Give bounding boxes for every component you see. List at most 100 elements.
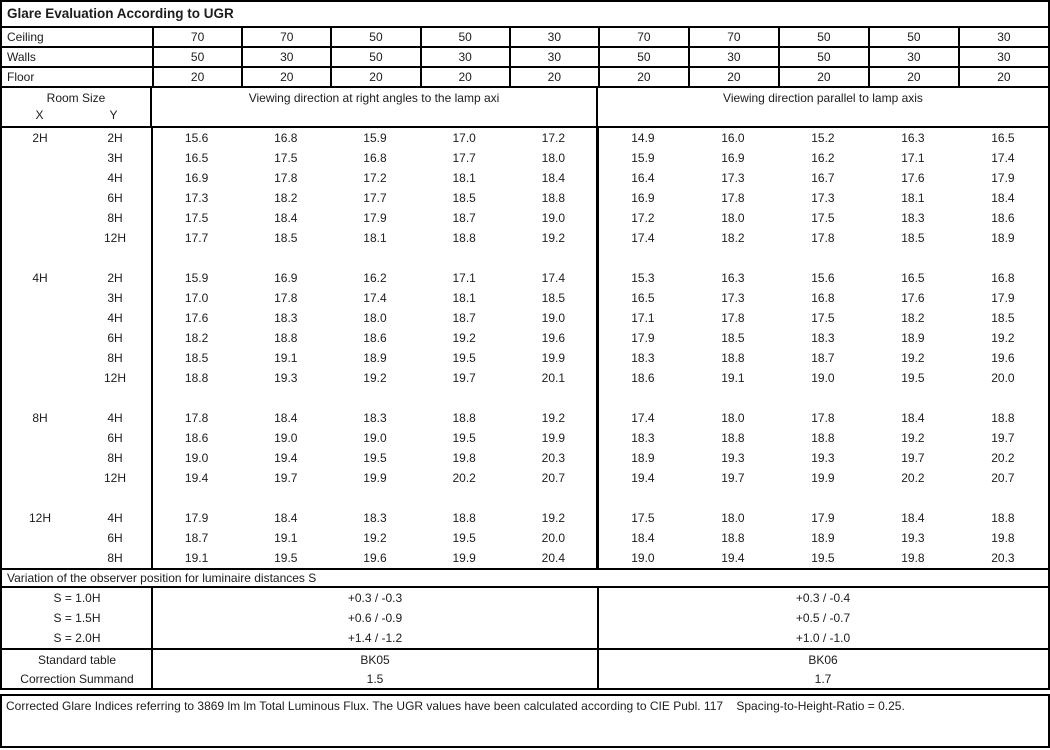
ugr-value-cell: 17.7 <box>363 191 387 205</box>
ugr-value-cell: 17.4 <box>631 231 655 245</box>
footer-text: Corrected Glare Indices referring to 386… <box>6 699 905 713</box>
table-row: 6H 18.2 18.8 18.6 19.2 19.6 17.9 18.5 18.3 18.9 19… <box>2 328 1048 348</box>
ugr-value-cell: 17.3 <box>184 191 209 205</box>
ugr-value-cell: 19.2 <box>363 531 387 545</box>
x-value-cell <box>2 148 78 168</box>
summary-row-label: Correction Summand <box>20 671 134 686</box>
surface-value-cell: 20 <box>597 68 688 86</box>
y-value-cell: 6H <box>107 191 123 205</box>
ugr-value-cell: 18.0 <box>721 511 745 525</box>
ugr-value-cell: 18.7 <box>452 211 476 225</box>
ugr-value-cell: 19.0 <box>363 431 387 445</box>
ugr-value-cell: 19.1 <box>274 351 298 365</box>
ugr-value-cell: 18.4 <box>901 511 925 525</box>
ugr-value-cell: 19.7 <box>721 471 745 485</box>
xy-header-row: X Y <box>2 108 150 128</box>
ugr-value-cell: 18.8 <box>811 431 835 445</box>
ugr-value-cell: 18.8 <box>721 531 745 545</box>
ugr-value-cell: 18.2 <box>901 311 925 325</box>
ugr-value-cell: 17.8 <box>274 291 298 305</box>
ugr-value-cell: 16.8 <box>811 291 835 305</box>
surface-value-cell: 70 <box>597 28 688 46</box>
ugr-value-cell: 18.1 <box>452 291 476 305</box>
ugr-value-cell: 17.9 <box>991 291 1015 305</box>
surface-value-cell: 20 <box>330 68 419 86</box>
ugr-value-cell: 18.3 <box>363 411 387 425</box>
y-value-cell: 12H <box>103 231 126 245</box>
ugr-value-cell: 20.7 <box>991 471 1015 485</box>
ugr-value-cell: 19.9 <box>811 471 835 485</box>
ugr-value-cell: 19.5 <box>452 531 476 545</box>
ugr-value-cell: 18.9 <box>631 451 655 465</box>
surface-value-cell: 20 <box>867 68 958 86</box>
ugr-value-cell: 17.4 <box>991 151 1015 165</box>
ugr-value-cell: 19.2 <box>541 511 566 525</box>
ugr-value-cell: 16.3 <box>901 131 925 145</box>
ugr-value-cell: 18.2 <box>721 231 745 245</box>
ugr-value-cell: 20.7 <box>541 471 566 485</box>
x-value-cell <box>2 328 78 348</box>
ugr-value-cell: 18.9 <box>811 531 835 545</box>
x-value-cell <box>2 228 78 248</box>
ugr-value-cell: 17.5 <box>811 211 835 225</box>
ugr-value-cell: 18.8 <box>184 371 209 385</box>
surface-value-cell: 50 <box>867 28 958 46</box>
ugr-value-cell: 19.8 <box>452 451 476 465</box>
ugr-value-cell: 20.2 <box>991 451 1015 465</box>
variation-right-value: +0.5 / -0.7 <box>795 611 851 625</box>
surface-row: Ceiling 70 70 50 50 30 70 70 50 50 30 <box>2 28 1048 48</box>
ugr-value-cell: 18.6 <box>363 331 387 345</box>
ugr-value-cell: 16.9 <box>631 191 655 205</box>
surface-row: Floor 20 20 20 20 20 20 20 20 20 20 <box>2 68 1048 88</box>
y-column-header: Y <box>109 108 118 122</box>
surface-value-cell: 30 <box>419 48 509 66</box>
table-row: 8H 17.5 18.4 17.9 18.7 19.0 17.2 18.0 17.5 18.3 18… <box>2 208 1048 228</box>
y-value-cell: 8H <box>107 551 123 565</box>
table-row: 6H 18.6 19.0 19.0 19.5 19.9 18.3 18.8 18.8 19.2 19… <box>2 428 1048 448</box>
ugr-value-cell: 19.5 <box>274 551 298 565</box>
surface-value-cell: 50 <box>330 48 419 66</box>
ugr-value-cell: 17.5 <box>184 211 209 225</box>
ugr-value-cell: 19.2 <box>541 231 566 245</box>
y-value-cell: 4H <box>107 411 123 425</box>
ugr-value-cell: 17.4 <box>541 271 566 285</box>
surface-value-cell: 50 <box>597 48 688 66</box>
y-value-cell: 4H <box>107 511 123 525</box>
ugr-value-cell: 16.9 <box>184 171 209 185</box>
ugr-value-cell: 18.1 <box>452 171 476 185</box>
ugr-value-cell: 17.5 <box>631 511 655 525</box>
ugr-value-cell: 15.6 <box>811 271 835 285</box>
ugr-value-cell: 18.4 <box>274 411 298 425</box>
surface-value-cell: 30 <box>508 48 598 66</box>
y-value-cell: 4H <box>107 311 123 325</box>
surface-value-cell: 50 <box>419 28 509 46</box>
ugr-value-cell: 15.3 <box>631 271 655 285</box>
ugr-value-cell: 18.3 <box>363 511 387 525</box>
ugr-value-cell: 18.7 <box>452 311 476 325</box>
ugr-value-cell: 19.4 <box>184 471 209 485</box>
x-value-cell <box>2 348 78 368</box>
ugr-value-cell: 19.2 <box>901 431 925 445</box>
surface-value-cell: 50 <box>777 48 868 66</box>
ugr-value-cell: 16.7 <box>811 171 835 185</box>
y-value-cell: 12H <box>103 371 126 385</box>
ugr-value-cell: 19.7 <box>991 431 1015 445</box>
ugr-value-cell: 17.0 <box>452 131 476 145</box>
ugr-value-cell: 19.0 <box>811 371 835 385</box>
ugr-value-cell: 18.5 <box>721 331 745 345</box>
summary-right-value: BK06 <box>808 652 838 667</box>
ugr-value-cell: 19.2 <box>991 331 1015 345</box>
variation-row: S = 1.0H +0.3 / -0.3 +0.3 / -0.4 <box>2 588 1048 608</box>
ugr-value-cell: 19.6 <box>363 551 387 565</box>
summary-left-value: 1.5 <box>366 671 384 686</box>
ugr-value-cell: 17.1 <box>631 311 655 325</box>
surface-value-cell: 20 <box>777 68 868 86</box>
left-section-heading: Viewing direction at right angles to the… <box>152 88 598 126</box>
summary-row-label: Standard table <box>37 652 117 667</box>
ugr-value-cell: 19.9 <box>541 431 566 445</box>
variation-row: S = 1.5H +0.6 / -0.9 +0.5 / -0.7 <box>2 608 1048 628</box>
ugr-value-cell: 19.0 <box>274 431 298 445</box>
table-row: 12H 4H 17.9 18.4 18.3 18.8 19.2 17.5 18.0 17.9 18.… <box>2 508 1048 528</box>
table-row: 12H 19.4 19.7 19.9 20.2 20.7 19.4 19.7 19.9 20.2 2… <box>2 468 1048 488</box>
surface-value-cell: 30 <box>867 48 958 66</box>
